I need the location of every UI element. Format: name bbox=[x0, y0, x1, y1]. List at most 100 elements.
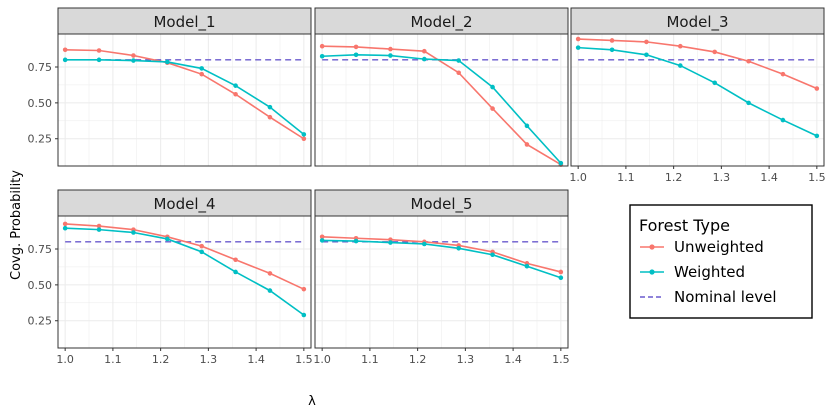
data-point-weighted bbox=[456, 245, 461, 251]
y-axis-title: Covg. Probability bbox=[9, 170, 24, 280]
data-point-unweighted bbox=[353, 44, 359, 50]
strip-model-1 bbox=[57, 7, 312, 35]
data-point-unweighted bbox=[199, 71, 204, 77]
x-tick-label: 1.5 bbox=[295, 353, 313, 366]
panel-model-3: Model_3 bbox=[570, 7, 825, 167]
data-point-unweighted bbox=[490, 106, 495, 111]
strip-title-model-5: Model_5 bbox=[410, 195, 472, 214]
x-tick-label: 1.1 bbox=[617, 171, 635, 184]
y-tick-label: 0.75 bbox=[28, 243, 53, 256]
strip-title-model-3: Model_3 bbox=[666, 13, 728, 32]
data-point-unweighted bbox=[524, 142, 530, 147]
panel-border-model-5 bbox=[314, 215, 569, 349]
data-point-weighted bbox=[678, 63, 683, 68]
data-point-weighted bbox=[456, 58, 461, 63]
data-point-weighted bbox=[490, 252, 495, 258]
data-point-weighted bbox=[131, 58, 136, 63]
y-tick-label: 0.25 bbox=[28, 133, 53, 146]
series-line-weighted bbox=[65, 59, 305, 136]
data-point-weighted bbox=[199, 249, 204, 255]
data-point-weighted bbox=[199, 66, 204, 71]
series-line-unweighted bbox=[65, 48, 305, 140]
data-point-unweighted bbox=[131, 53, 136, 58]
x-tick-label: 1.3 bbox=[200, 353, 218, 366]
data-point-weighted bbox=[301, 312, 307, 318]
data-point-unweighted bbox=[96, 48, 102, 53]
data-point-unweighted bbox=[62, 47, 68, 53]
x-tick-label: 1.0 bbox=[56, 353, 74, 366]
data-point-unweighted bbox=[712, 49, 717, 55]
data-point-unweighted bbox=[301, 286, 307, 292]
legend-title: Forest Type bbox=[639, 216, 730, 235]
panel-border-model-3 bbox=[570, 33, 825, 167]
data-point-unweighted bbox=[678, 43, 683, 49]
data-point-weighted bbox=[131, 230, 136, 235]
data-point-unweighted bbox=[319, 234, 325, 240]
data-point-unweighted bbox=[267, 114, 273, 120]
x-tick-label: 1.5 bbox=[552, 353, 570, 366]
x-tick-label: 1.2 bbox=[409, 353, 427, 366]
strip-model-2 bbox=[314, 7, 569, 35]
data-point-unweighted bbox=[644, 39, 649, 45]
data-point-unweighted bbox=[575, 36, 581, 42]
data-point-weighted bbox=[558, 275, 564, 280]
data-point-weighted bbox=[319, 238, 325, 243]
x-tick-label: 1.0 bbox=[569, 171, 587, 184]
data-point-unweighted bbox=[456, 70, 461, 76]
data-point-unweighted bbox=[388, 46, 393, 52]
data-point-weighted bbox=[62, 225, 68, 231]
data-point-unweighted bbox=[62, 221, 68, 227]
data-point-weighted bbox=[524, 123, 530, 129]
y-tick-label: 0.50 bbox=[28, 97, 53, 110]
data-point-weighted bbox=[609, 47, 615, 53]
data-point-weighted bbox=[524, 263, 530, 269]
x-tick-label: 1.3 bbox=[713, 171, 731, 184]
data-point-unweighted bbox=[199, 243, 204, 249]
x-tick-label: 1.4 bbox=[760, 171, 778, 184]
x-tick-label: 1.3 bbox=[457, 353, 475, 366]
series-line-weighted bbox=[65, 227, 305, 316]
data-point-weighted bbox=[233, 83, 238, 88]
legend-box bbox=[629, 204, 813, 319]
data-point-weighted bbox=[319, 53, 325, 59]
x-axis-title: λ bbox=[308, 394, 316, 409]
panel-model-1: Model_1 bbox=[57, 7, 312, 167]
data-point-weighted bbox=[353, 52, 359, 58]
data-point-unweighted bbox=[233, 91, 238, 97]
data-point-weighted bbox=[96, 227, 102, 232]
panel-border-model-4 bbox=[57, 215, 312, 349]
data-point-unweighted bbox=[422, 48, 427, 54]
data-point-unweighted bbox=[609, 38, 615, 43]
data-point-weighted bbox=[814, 133, 820, 139]
data-point-unweighted bbox=[267, 271, 273, 276]
data-point-unweighted bbox=[319, 43, 325, 49]
x-tick-label: 1.5 bbox=[808, 171, 826, 184]
data-point-weighted bbox=[575, 45, 581, 50]
data-point-unweighted bbox=[746, 58, 751, 64]
data-point-weighted bbox=[490, 84, 495, 90]
data-point-weighted bbox=[165, 236, 170, 242]
data-point-weighted bbox=[62, 57, 68, 63]
legend-label-unweighted: Unweighted bbox=[674, 238, 764, 256]
panels-layer: Model_1 Model_2 Model_3 Model_4 Model_5 bbox=[57, 7, 825, 349]
data-point-weighted bbox=[301, 132, 307, 137]
series-line-weighted bbox=[578, 46, 818, 137]
data-point-weighted bbox=[712, 80, 717, 86]
panel-model-5: Model_5 bbox=[314, 189, 569, 349]
data-point-weighted bbox=[96, 57, 102, 63]
data-point-weighted bbox=[780, 117, 786, 123]
panel-model-2: Model_2 bbox=[314, 7, 569, 167]
x-tick-label: 1.1 bbox=[361, 353, 379, 366]
x-tick-label: 1.2 bbox=[152, 353, 170, 366]
y-tick-label: 0.50 bbox=[28, 279, 53, 292]
x-tick-label: 1.1 bbox=[104, 353, 122, 366]
data-point-weighted bbox=[233, 269, 238, 275]
data-point-unweighted bbox=[301, 136, 307, 142]
data-point-unweighted bbox=[814, 86, 820, 91]
data-point-weighted bbox=[267, 104, 273, 110]
series-line-unweighted bbox=[65, 223, 305, 290]
data-point-weighted bbox=[267, 288, 273, 293]
legend-key-unweighted-point bbox=[649, 244, 655, 250]
data-point-weighted bbox=[746, 100, 751, 106]
